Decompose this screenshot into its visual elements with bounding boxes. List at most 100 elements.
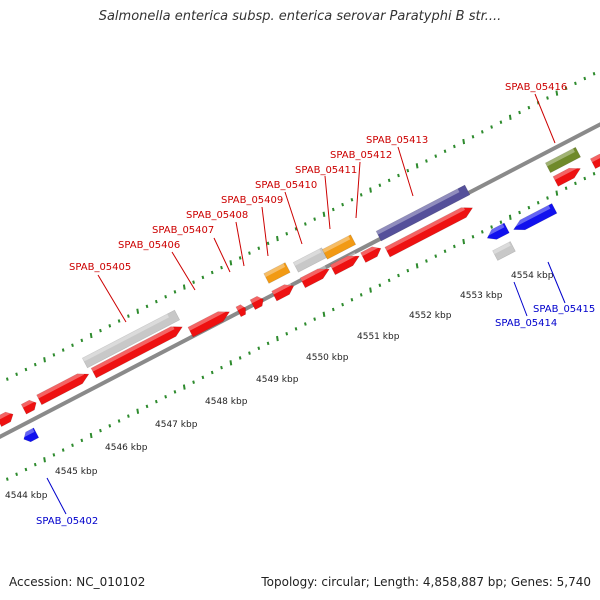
feature-highlight xyxy=(376,188,460,235)
major-tick xyxy=(229,260,233,266)
gene-label[interactable]: SPAB_05406 xyxy=(118,240,180,251)
major-tick xyxy=(182,284,186,290)
minor-tick xyxy=(527,105,531,110)
gene-leader-line xyxy=(261,206,269,257)
gene-leader-line xyxy=(284,191,303,245)
minor-tick xyxy=(99,428,102,433)
minor-tick xyxy=(71,343,74,347)
gene-red-5 xyxy=(235,303,246,318)
minor-tick xyxy=(480,130,484,134)
gene-label[interactable]: SPAB_05405 xyxy=(69,262,131,273)
gene-blue-3 xyxy=(511,203,558,231)
feature-body xyxy=(375,184,471,242)
kbp-label: 4552 kbp xyxy=(409,311,452,321)
major-tick xyxy=(508,114,512,120)
feature-highlight xyxy=(322,235,351,253)
major-tick xyxy=(89,332,93,339)
minor-tick xyxy=(248,251,251,255)
minor-tick xyxy=(173,290,177,294)
gene-leader-line xyxy=(213,237,231,273)
major-tick xyxy=(43,357,46,363)
minor-tick xyxy=(406,268,410,273)
feature-body xyxy=(235,304,246,318)
minor-tick xyxy=(52,453,56,457)
gene-label[interactable]: SPAB_05413 xyxy=(366,135,428,146)
feature-body xyxy=(90,326,183,379)
minor-tick xyxy=(546,196,549,200)
minor-tick xyxy=(220,265,223,270)
feature-highlight xyxy=(545,148,575,167)
minor-tick xyxy=(238,256,242,260)
feature-body xyxy=(81,309,181,369)
minor-tick xyxy=(145,304,149,309)
gene-leader-line xyxy=(355,161,361,219)
minor-tick xyxy=(24,367,28,372)
feature-body xyxy=(187,311,231,338)
gene-leader-line xyxy=(397,146,414,197)
gene-olive-1 xyxy=(544,146,582,174)
gene-label[interactable]: SPAB_05414 xyxy=(495,318,557,329)
minor-tick xyxy=(592,71,596,76)
major-tick xyxy=(182,384,186,390)
minor-tick xyxy=(425,259,428,263)
minor-tick xyxy=(387,278,391,283)
gene-red-7 xyxy=(271,281,295,302)
gene-purple-1 xyxy=(375,184,471,242)
minor-tick xyxy=(592,171,596,176)
kbp-label: 4546 kbp xyxy=(105,443,148,453)
feature-highlight xyxy=(511,205,551,229)
gene-label[interactable]: SPAB_05402 xyxy=(36,516,98,527)
minor-tick xyxy=(453,244,456,249)
major-tick xyxy=(462,138,466,145)
minor-tick xyxy=(425,159,428,163)
feature-highlight xyxy=(360,244,379,257)
minor-tick xyxy=(294,227,298,231)
gene-label[interactable]: SPAB_05412 xyxy=(330,150,392,161)
map-title: Salmonella enterica subsp. enterica sero… xyxy=(98,9,502,24)
major-tick xyxy=(136,408,140,414)
minor-tick xyxy=(518,110,521,115)
gene-label[interactable]: SPAB_05408 xyxy=(186,210,248,221)
minor-tick xyxy=(127,314,130,318)
gene-label[interactable]: SPAB_05409 xyxy=(221,195,283,206)
minor-tick xyxy=(210,370,214,375)
gene-red-2 xyxy=(36,371,90,406)
feature-highlight xyxy=(0,410,12,421)
minor-tick xyxy=(220,365,223,370)
minor-tick xyxy=(80,338,84,343)
minor-tick xyxy=(24,467,28,472)
gene-label[interactable]: SPAB_05411 xyxy=(295,165,357,176)
gene-label[interactable]: SPAB_05416 xyxy=(505,82,567,93)
minor-tick xyxy=(210,270,214,275)
minor-tick xyxy=(471,134,475,139)
gene-red-11 xyxy=(384,206,474,258)
feature-body xyxy=(0,411,14,427)
minor-tick xyxy=(443,249,447,254)
gene-red-8 xyxy=(299,265,330,289)
feature-body xyxy=(23,427,40,443)
feature-body xyxy=(271,284,295,302)
minor-tick xyxy=(453,144,456,149)
minor-tick xyxy=(294,327,298,331)
gene-red-0 xyxy=(0,410,14,427)
accession-text: Accession: NC_010102 xyxy=(9,575,146,589)
minor-tick xyxy=(201,275,205,280)
minor-tick xyxy=(490,225,493,229)
minor-tick xyxy=(443,149,447,154)
minor-tick xyxy=(285,231,289,236)
feature-highlight xyxy=(235,303,245,311)
minor-tick xyxy=(238,356,242,360)
major-tick xyxy=(415,163,419,169)
gene-label[interactable]: SPAB_05415 xyxy=(533,304,595,315)
feature-highlight xyxy=(384,206,466,251)
gene-red-4 xyxy=(187,308,231,338)
gene-label[interactable]: SPAB_05410 xyxy=(255,180,317,191)
feature-highlight xyxy=(21,398,35,408)
feature-body xyxy=(486,222,510,240)
minor-tick xyxy=(154,399,158,404)
gene-label[interactable]: SPAB_05407 xyxy=(152,225,214,236)
minor-tick xyxy=(33,362,37,367)
minor-tick xyxy=(527,205,531,210)
gene-leader-line xyxy=(235,221,245,267)
